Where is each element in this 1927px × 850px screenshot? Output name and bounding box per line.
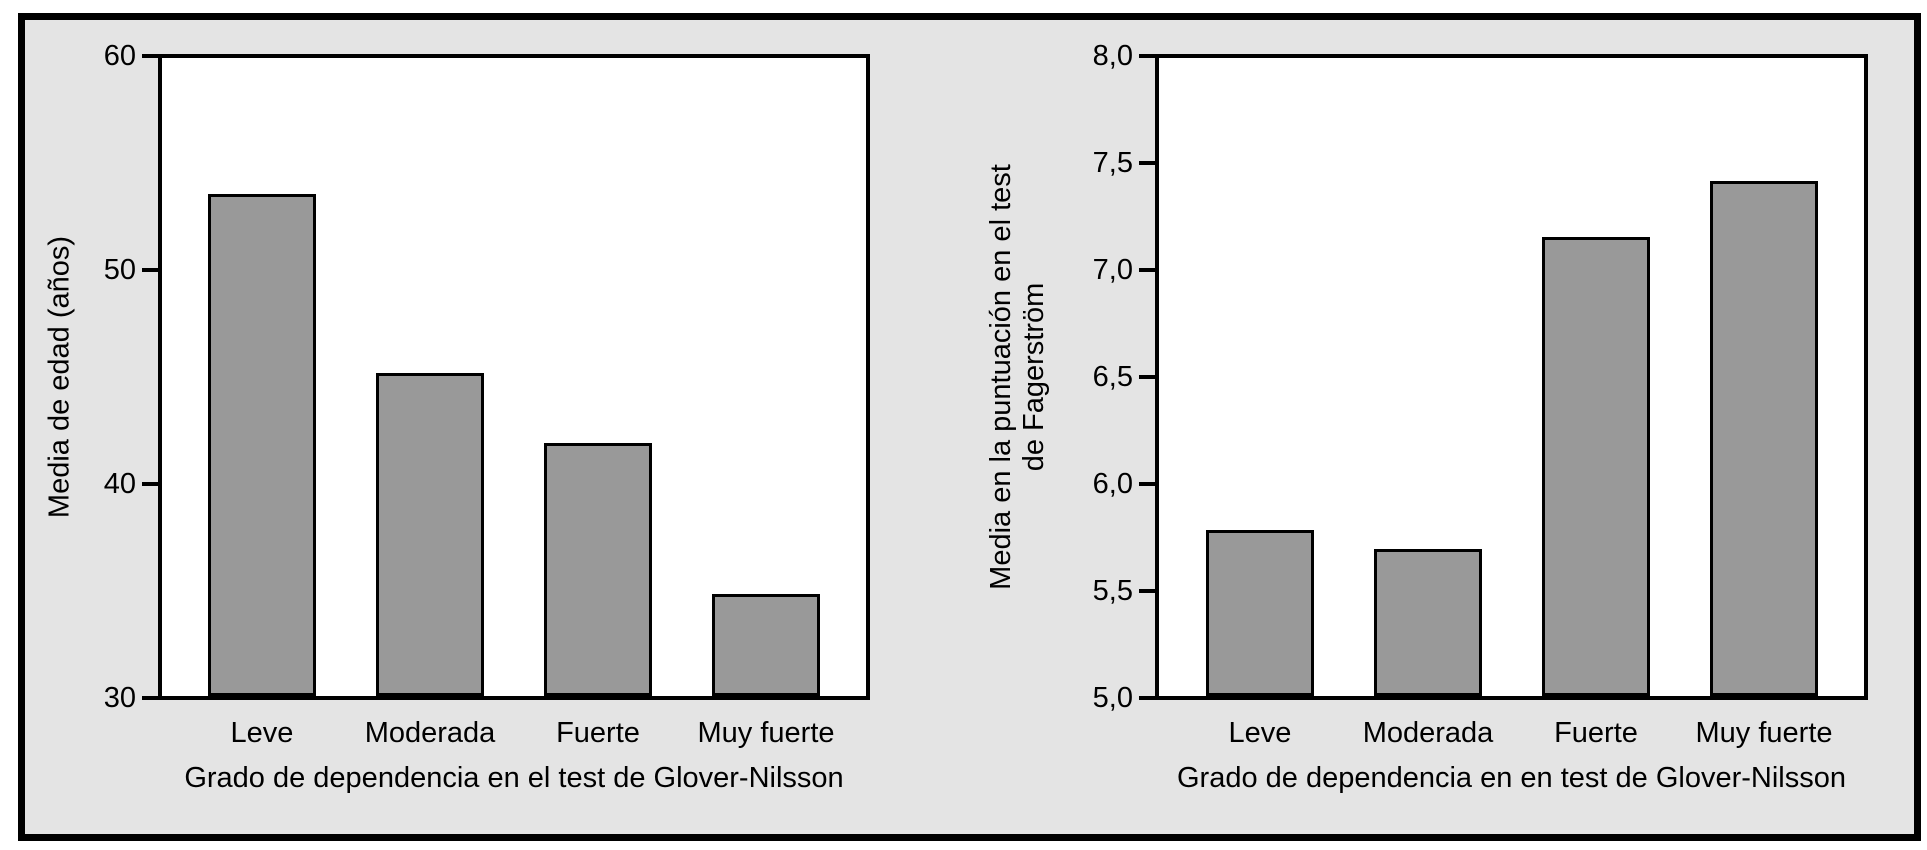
plot-area-fagerstrom — [1155, 54, 1868, 700]
y-axis-tick-label: 30 — [103, 682, 136, 714]
chart-fagerstrom-score: Media en la puntuación en el test de Fage… — [985, 40, 1868, 794]
bar-fuerte — [1542, 237, 1650, 696]
y-axis-tick-label: 5,5 — [1092, 575, 1133, 607]
y-axis-tick-label: 50 — [103, 254, 136, 286]
y-axis-tick-label: 6,5 — [1092, 361, 1133, 393]
y-axis-tick-label: 40 — [103, 468, 136, 500]
x-category-label: Moderada — [1362, 717, 1494, 749]
x-category-label: Moderada — [364, 717, 496, 749]
bar-moderada — [1374, 549, 1482, 696]
x-axis-title-age: Grado de dependencia en el test de Glove… — [184, 762, 844, 794]
y-axis-tick — [142, 268, 158, 272]
x-category-label: Muy fuerte — [697, 717, 835, 749]
bar-leve — [1206, 530, 1314, 696]
y-axis-tick-label: 5,0 — [1092, 682, 1133, 714]
y-axis-tick — [142, 696, 158, 700]
bar-moderada — [376, 373, 484, 696]
y-axis-tick-label: 8,0 — [1092, 40, 1133, 72]
y-axis-tick-label: 7,0 — [1092, 254, 1133, 286]
y-axis-tick — [1139, 268, 1155, 272]
y-axis-tick — [1139, 589, 1155, 593]
y-axis-tick — [1139, 482, 1155, 486]
x-category-label: Fuerte — [1554, 717, 1638, 749]
plot-area-age — [158, 54, 870, 700]
y-axis-tick-label: 60 — [103, 40, 136, 72]
x-category-label: Fuerte — [556, 717, 640, 749]
chart-mean-age: Media de edad (años) Grado de dependenci… — [44, 40, 870, 794]
y-axis-tick — [1139, 696, 1155, 700]
y-axis-tick — [1139, 375, 1155, 379]
y-axis-tick — [142, 482, 158, 486]
x-category-label: Muy fuerte — [1695, 717, 1833, 749]
y-axis-tick-label: 6,0 — [1092, 468, 1133, 500]
y-axis-tick — [142, 54, 158, 58]
x-axis-title-fagerstrom: Grado de dependencia en en test de Glove… — [1176, 762, 1847, 794]
bar-leve — [208, 194, 316, 696]
y-axis-tick — [1139, 161, 1155, 165]
bar-muy-fuerte — [712, 594, 820, 696]
bar-muy-fuerte — [1710, 181, 1818, 696]
x-category-label: Leve — [230, 717, 294, 749]
y-axis-tick-label: 7,5 — [1092, 147, 1133, 179]
x-category-label: Leve — [1228, 717, 1292, 749]
y-axis-tick — [1139, 54, 1155, 58]
bar-fuerte — [544, 443, 652, 696]
